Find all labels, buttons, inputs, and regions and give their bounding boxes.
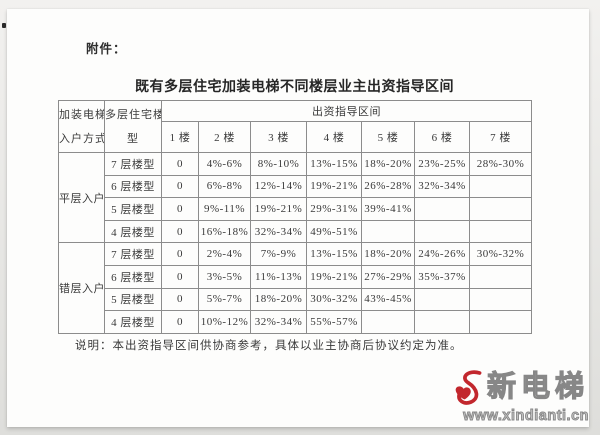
value-cell: 12%-14% <box>250 174 307 199</box>
value-cell: 19%-21% <box>306 264 362 289</box>
value-cell: 0 <box>161 219 199 244</box>
value-cell: 0 <box>161 152 199 176</box>
value-cell <box>414 197 470 221</box>
value-cell: 0 <box>161 174 199 199</box>
section-label-flat-entry: 平层入户 <box>58 151 105 244</box>
value-cell: 0 <box>161 242 199 266</box>
figure-8-heart-icon <box>455 369 482 405</box>
value-cell: 30%-32% <box>469 242 532 266</box>
note-text: 说明：本出资指导区间供协商参考，具体以业主协商后协议约定为准。 <box>75 340 463 352</box>
value-cell: 8%-10% <box>250 152 307 176</box>
value-cell: 2%-4% <box>198 242 251 266</box>
header-building-type: 多层住宅楼 型 <box>104 100 162 153</box>
cost-guidance-table: 加装电梯 入户方式 多层住宅楼 型 出资指导区间 1 楼 2 楼 3 楼 4 楼… <box>58 100 532 334</box>
header-floor-2: 2 楼 <box>198 121 251 153</box>
value-cell: 28%-30% <box>469 152 532 176</box>
header-floor-7: 7 楼 <box>469 121 532 153</box>
table-row: 4 层楼型 0 16%-18% 32%-34% 49%-51% <box>59 219 532 244</box>
value-cell: 43%-45% <box>361 287 415 312</box>
value-cell: 13%-15% <box>306 242 362 266</box>
building-type-cell: 7 层楼型 <box>104 242 162 266</box>
building-type-cell: 6 层楼型 <box>104 174 162 199</box>
value-cell: 39%-41% <box>361 197 415 221</box>
attachment-label: 附件： <box>86 42 127 56</box>
table-row: 平层入户 7 层楼型 0 4%-6% 8%-10% 13%-15% 18%-20… <box>58 151 532 244</box>
watermark-url: www.xindianti.cn <box>463 407 589 424</box>
building-type-cell: 5 层楼型 <box>104 197 162 221</box>
header-floor-1: 1 楼 <box>161 121 199 153</box>
value-cell: 0 <box>161 287 199 312</box>
value-cell: 27%-29% <box>361 264 415 289</box>
header-building-type-line1: 多层住宅楼 <box>105 108 162 121</box>
value-cell: 5%-7% <box>198 287 251 312</box>
value-cell <box>469 264 532 289</box>
value-cell: 0 <box>161 264 199 289</box>
value-cell: 10%-12% <box>198 310 251 334</box>
header-floor-3: 3 楼 <box>250 121 307 153</box>
building-type-cell: 5 层楼型 <box>104 287 162 312</box>
value-cell: 18%-20% <box>361 242 415 266</box>
value-cell: 30%-32% <box>306 287 362 312</box>
value-cell: 9%-11% <box>198 197 251 221</box>
table-row: 6 层楼型 0 6%-8% 12%-14% 19%-21% 26%-28% 32… <box>59 174 532 199</box>
value-cell: 18%-20% <box>250 287 307 312</box>
value-cell <box>469 310 532 334</box>
scan-artifact-dot <box>2 23 6 28</box>
value-cell: 6%-8% <box>198 174 251 199</box>
value-cell: 7%-9% <box>250 242 307 266</box>
header-floor-6: 6 楼 <box>414 121 470 153</box>
value-cell <box>414 287 470 312</box>
header-entry-method-line2: 入户方式 <box>59 132 105 145</box>
value-cell <box>469 174 532 199</box>
section-label-split-entry: 错层入户 <box>58 242 105 334</box>
table-row: 6 层楼型 0 3%-5% 11%-13% 19%-21% 27%-29% 35… <box>59 264 532 289</box>
value-cell: 11%-13% <box>250 264 307 289</box>
value-cell: 19%-21% <box>250 197 307 221</box>
value-cell <box>361 310 415 334</box>
watermark-brand: 新电梯 <box>486 371 589 403</box>
watermark-brand-row: 新电梯 <box>454 369 589 406</box>
value-cell: 26%-28% <box>361 174 415 199</box>
value-cell: 16%-18% <box>198 219 251 244</box>
header-floor-4: 4 楼 <box>306 121 362 153</box>
page-title: 既有多层住宅加装电梯不同楼层业主出资指导区间 <box>135 80 454 95</box>
value-cell: 23%-25% <box>414 152 470 176</box>
value-cell <box>361 219 415 244</box>
value-cell <box>414 310 470 334</box>
header-entry-method-line1: 加装电梯 <box>59 108 105 121</box>
value-cell <box>469 219 532 244</box>
building-type-cell: 4 层楼型 <box>104 310 162 334</box>
header-guidance-range: 出资指导区间 <box>161 100 532 122</box>
value-cell: 32%-34% <box>250 310 307 334</box>
table-row: 错层入户 7 层楼型 0 2%-4% 7%-9% 13%-15% 18%-20%… <box>58 242 532 334</box>
value-cell: 32%-34% <box>414 174 470 199</box>
value-cell: 55%-57% <box>306 310 362 334</box>
watermark: 新电梯 www.xindianti.cn <box>454 369 589 424</box>
table-row: 5 层楼型 0 9%-11% 19%-21% 29%-31% 39%-41% <box>59 197 532 221</box>
value-cell <box>469 287 532 312</box>
value-cell: 13%-15% <box>306 152 362 176</box>
building-type-cell: 4 层楼型 <box>104 219 162 244</box>
building-type-cell: 7 层楼型 <box>104 152 162 176</box>
value-cell: 19%-21% <box>306 174 362 199</box>
table-row: 5 层楼型 0 5%-7% 18%-20% 30%-32% 43%-45% <box>59 287 532 312</box>
value-cell: 3%-5% <box>198 264 251 289</box>
value-cell <box>414 219 470 244</box>
value-cell: 29%-31% <box>306 197 362 221</box>
value-cell: 4%-6% <box>198 152 251 176</box>
value-cell: 35%-37% <box>414 264 470 289</box>
value-cell <box>469 197 532 221</box>
value-cell: 49%-51% <box>306 219 362 244</box>
value-cell: 24%-26% <box>414 242 470 266</box>
value-cell: 32%-34% <box>250 219 307 244</box>
building-type-cell: 6 层楼型 <box>104 264 162 289</box>
header-entry-method: 加装电梯 入户方式 <box>58 100 105 153</box>
table-row: 4 层楼型 0 10%-12% 32%-34% 55%-57% <box>59 310 532 334</box>
value-cell: 18%-20% <box>361 152 415 176</box>
header-building-type-line2: 型 <box>127 132 139 145</box>
header-floor-5: 5 楼 <box>361 121 415 153</box>
value-cell: 0 <box>161 197 199 221</box>
value-cell: 0 <box>161 310 199 334</box>
